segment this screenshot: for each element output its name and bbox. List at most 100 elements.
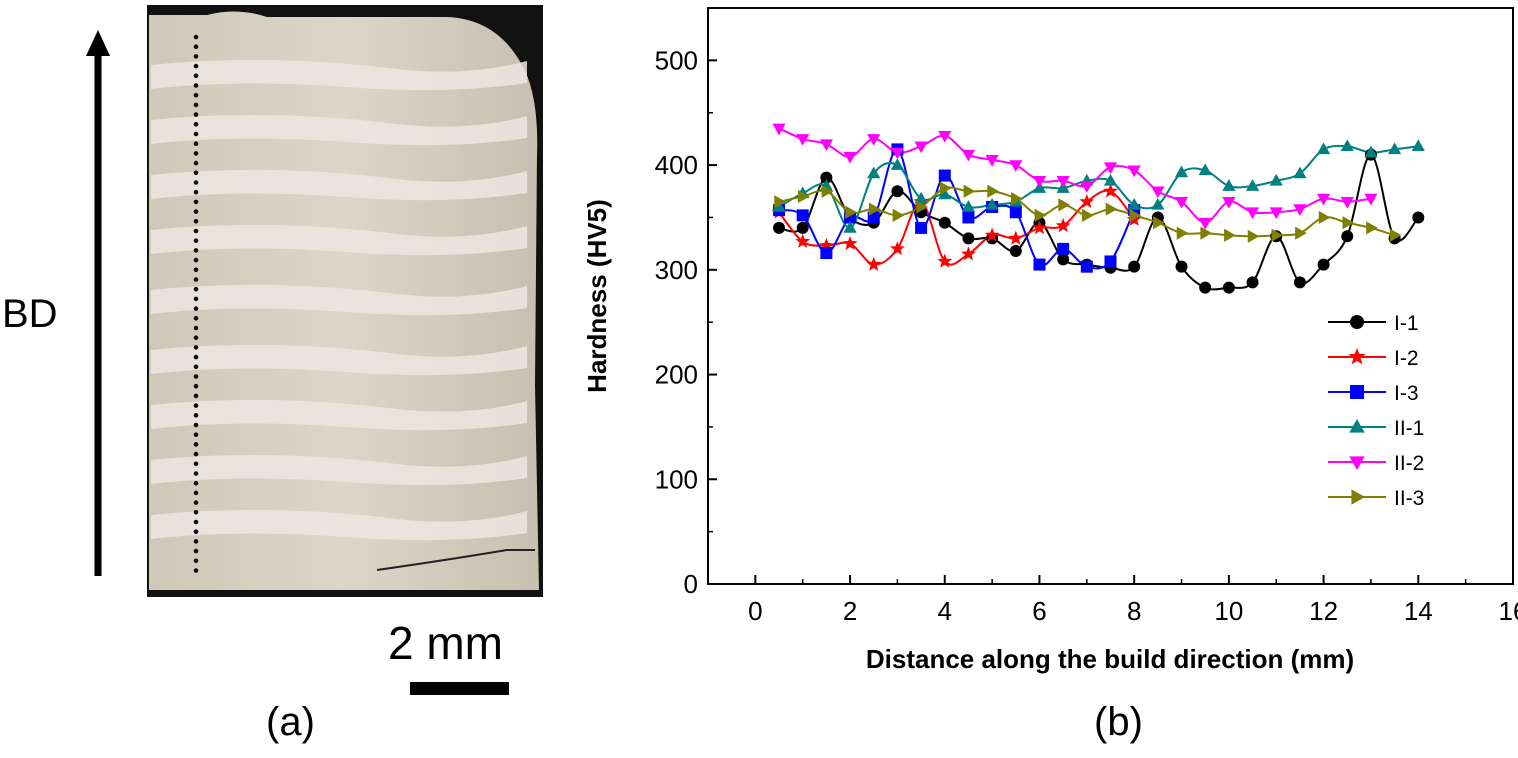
data-point: [1246, 276, 1259, 289]
indent-mark: [193, 393, 199, 399]
data-point: [1198, 217, 1212, 230]
data-point: [1174, 196, 1189, 209]
data-point: [772, 123, 786, 136]
data-point: [1366, 221, 1378, 235]
data-point: [1293, 276, 1306, 289]
data-point: [916, 200, 928, 214]
data-point: [961, 149, 976, 162]
indent-mark: [193, 354, 199, 360]
data-point: [890, 158, 905, 170]
x-tick-label: 12: [1309, 596, 1338, 626]
indent-mark: [193, 364, 199, 370]
layer-band: [151, 59, 527, 91]
data-point: [1080, 181, 1094, 193]
hardness-indents: [193, 34, 199, 573]
indent-mark: [193, 519, 199, 525]
indent-mark: [193, 63, 199, 69]
data-point: [821, 184, 834, 198]
legend-label: II-3: [1394, 487, 1424, 510]
data-point: [1127, 165, 1141, 178]
indent-mark: [193, 296, 199, 302]
data-point: [1079, 193, 1095, 209]
data-point: [1009, 160, 1023, 172]
data-point: [890, 147, 905, 160]
data-point: [820, 171, 833, 184]
indent-mark: [193, 267, 199, 273]
data-point: [1151, 197, 1165, 210]
data-point: [961, 200, 976, 212]
data-point: [772, 200, 786, 212]
indent-mark: [193, 529, 199, 534]
data-point: [1009, 206, 1022, 219]
data-point: [1151, 186, 1165, 199]
data-point: [1175, 260, 1188, 273]
indent-mark: [193, 442, 199, 447]
data-point: [773, 221, 786, 234]
data-point: [1056, 176, 1070, 188]
indent-mark: [193, 413, 199, 418]
panel-a-label: (a): [266, 700, 315, 744]
y-tick-label: 200: [655, 360, 698, 390]
layer-band: [151, 114, 527, 146]
data-point: [938, 169, 951, 182]
layer-bands: [151, 59, 527, 541]
x-tick-label: 10: [1214, 596, 1243, 626]
data-point: [1271, 228, 1284, 242]
data-point: [892, 208, 905, 222]
data-point: [842, 235, 858, 250]
x-tick-label: 6: [1032, 596, 1046, 626]
data-point: [1269, 173, 1283, 186]
data-point: [1247, 229, 1260, 243]
data-point: [1222, 179, 1236, 191]
data-point: [985, 155, 999, 167]
data-point: [866, 256, 882, 271]
indent-mark: [193, 228, 199, 234]
indent-mark: [193, 209, 199, 214]
indent-mark: [193, 238, 199, 243]
series-line-I-2: [778, 189, 1135, 266]
indent-mark: [193, 131, 199, 137]
data-point: [985, 197, 999, 210]
data-point: [1058, 198, 1071, 212]
x-tick-label: 8: [1127, 596, 1141, 626]
data-point: [1057, 242, 1070, 255]
data-point: [1055, 218, 1071, 233]
indent-mark: [193, 403, 199, 408]
data-point: [843, 221, 857, 233]
data-point: [1128, 260, 1141, 273]
indent-mark: [193, 34, 199, 40]
legend-label: I-3: [1394, 382, 1419, 405]
y-axis-title: Hardness (HV5): [582, 199, 612, 393]
data-point: [1034, 208, 1047, 222]
indent-mark: [193, 335, 199, 341]
data-point: [1032, 176, 1047, 188]
indent-mark: [193, 122, 199, 127]
data-point: [867, 166, 881, 179]
data-point: [914, 191, 928, 204]
data-point: [1129, 208, 1142, 222]
scale-bar-label: 2 mm: [388, 617, 503, 669]
indent-mark: [193, 189, 199, 195]
data-point: [961, 246, 976, 261]
data-point: [984, 227, 1000, 242]
y-tick-label: 300: [655, 255, 698, 285]
layer-band: [151, 509, 527, 541]
data-point: [963, 184, 976, 198]
x-axis-title: Distance along the build direction (mm): [866, 644, 1354, 674]
indent-mark: [193, 199, 199, 205]
data-point: [1057, 253, 1070, 266]
data-point: [939, 181, 952, 195]
panel-b-label: (b): [1094, 700, 1143, 744]
indent-mark: [193, 44, 199, 49]
y-tick-label: 400: [655, 150, 698, 180]
data-point: [1200, 226, 1213, 240]
data-point: [1222, 196, 1236, 209]
micrograph-image: [147, 5, 543, 597]
data-point: [938, 216, 951, 229]
data-point: [1008, 230, 1024, 245]
data-point: [819, 139, 833, 152]
x-tick-label: 14: [1404, 596, 1433, 626]
data-point: [796, 209, 809, 222]
indent-mark: [193, 180, 199, 185]
x-tick-label: 4: [938, 596, 952, 626]
